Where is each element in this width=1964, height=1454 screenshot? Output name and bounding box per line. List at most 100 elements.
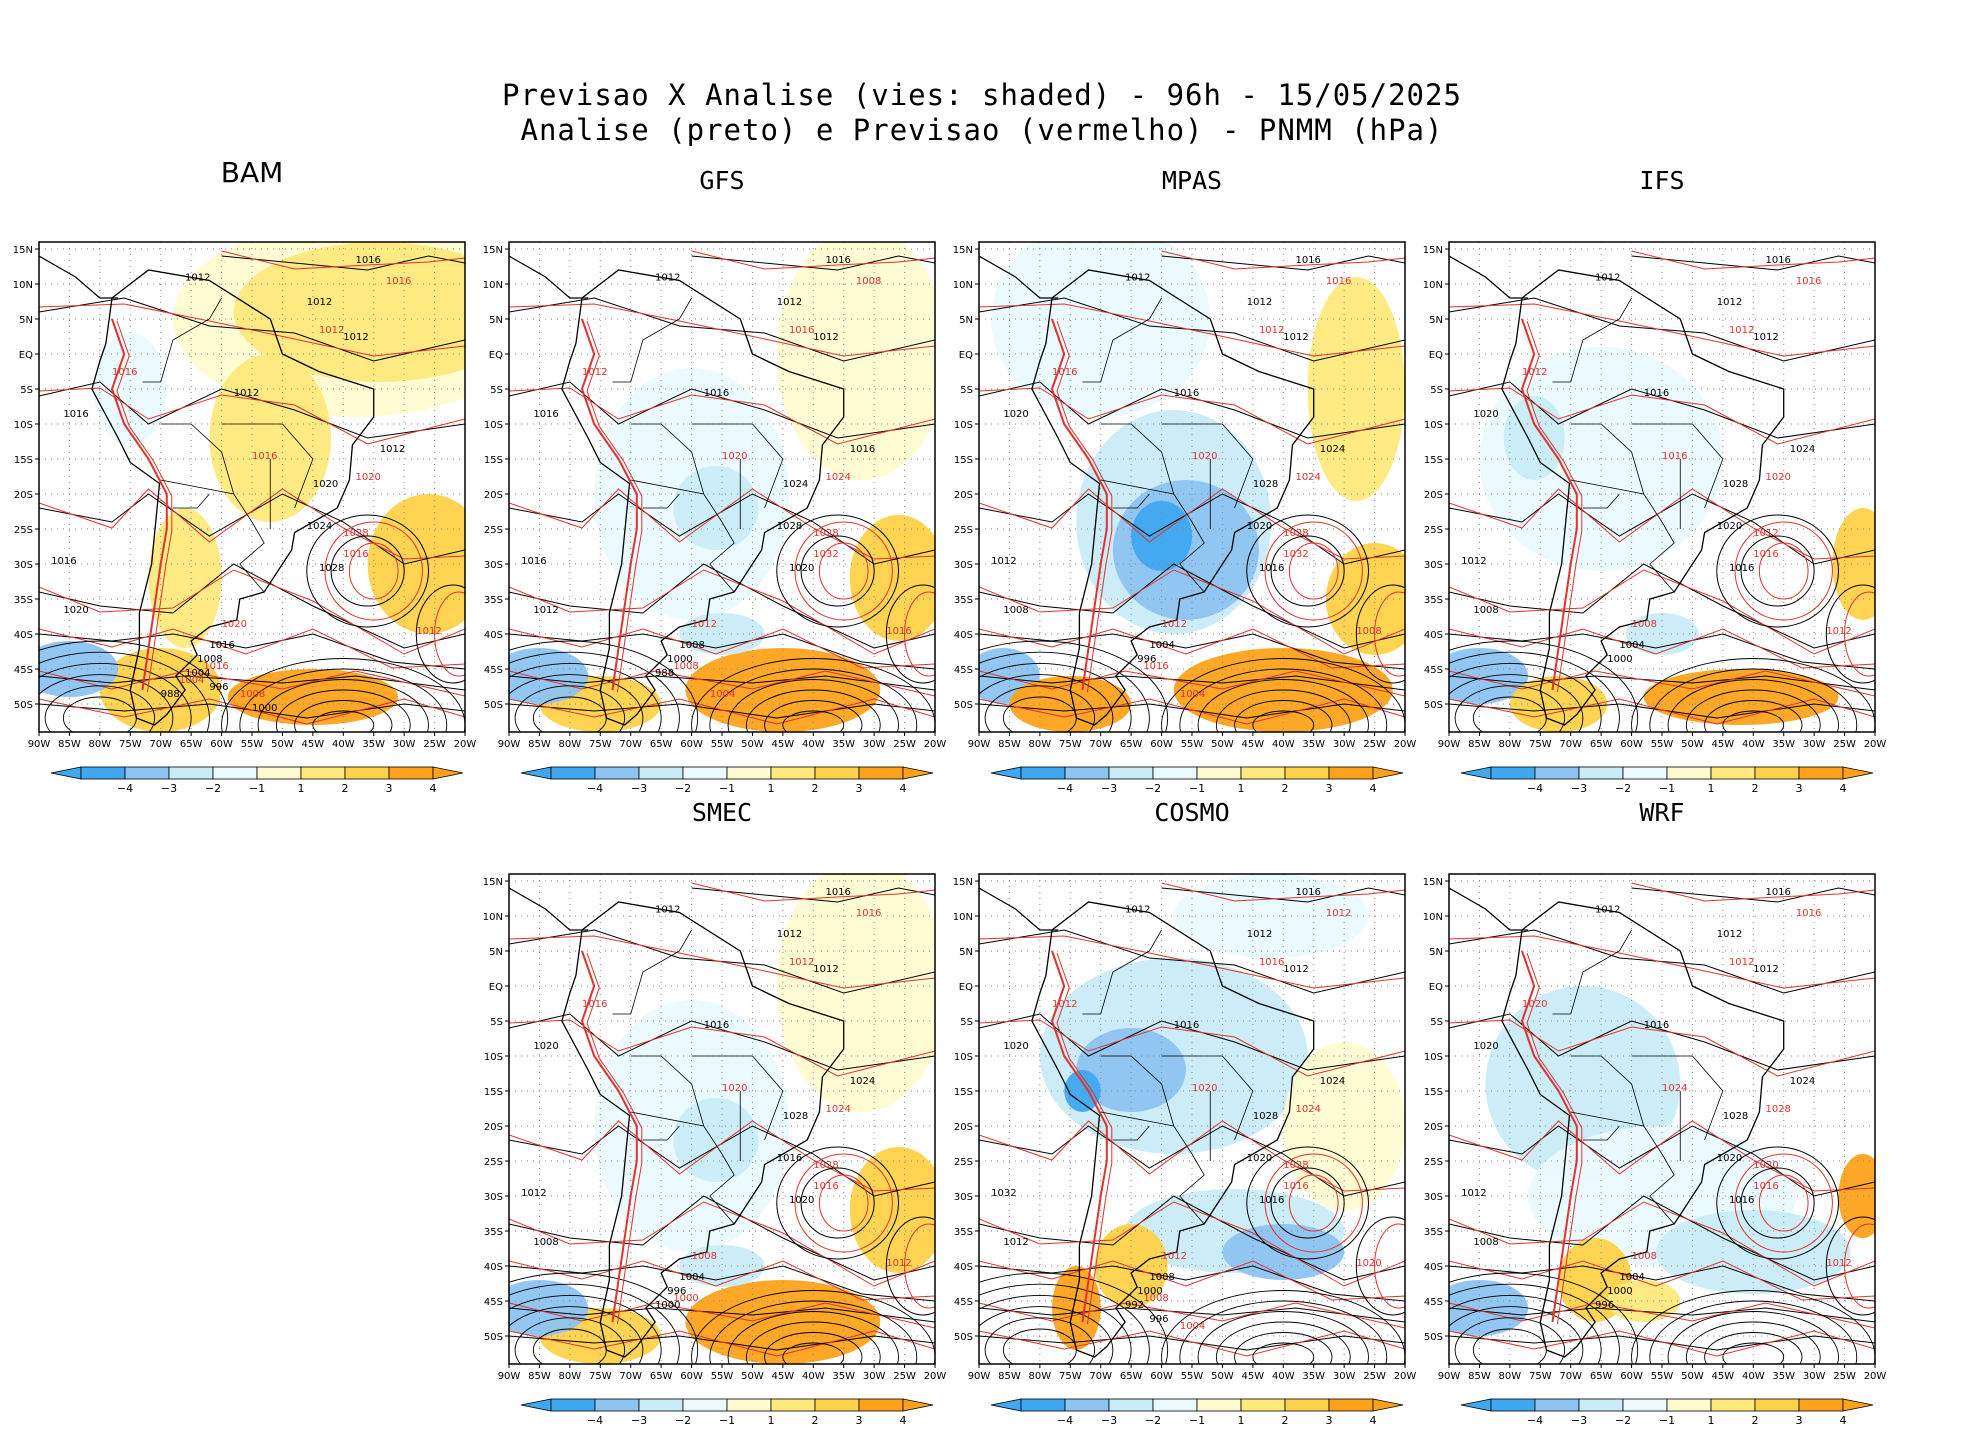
lat-tick-label: 10S bbox=[1424, 420, 1443, 431]
forecast-contour-label: 1024 bbox=[825, 472, 850, 483]
lon-tick-label: 90W bbox=[498, 1371, 521, 1382]
lat-tick-label: 15N bbox=[953, 877, 973, 888]
analysis-contour-label: 1012 bbox=[813, 964, 838, 975]
colorbar-label: 4 bbox=[1370, 782, 1377, 795]
analysis-contour-label: 1016 bbox=[704, 1020, 729, 1031]
forecast-isobar bbox=[39, 698, 465, 725]
lon-tick-label: 65W bbox=[650, 1371, 673, 1382]
analysis-contour-label: 1016 bbox=[521, 556, 546, 567]
analysis-contour-label: 1016 bbox=[1295, 887, 1320, 898]
lon-tick-label: 20W bbox=[924, 739, 947, 750]
analysis-contour-label: 1012 bbox=[1283, 332, 1308, 343]
analysis-isobar bbox=[691, 255, 935, 271]
forecast-isobar bbox=[1449, 1201, 1875, 1287]
lon-tick-label: 65W bbox=[1590, 739, 1613, 750]
analysis-contour-label: 1016 bbox=[1729, 1195, 1754, 1206]
lat-tick-label: 15S bbox=[484, 1087, 503, 1098]
forecast-isobar bbox=[39, 387, 465, 445]
forecast-contour-label: 1028 bbox=[1283, 528, 1308, 539]
analysis-contour-label: 1020 bbox=[1247, 521, 1272, 532]
lat-tick-label: 5S bbox=[20, 385, 33, 396]
colorbar-label: −2 bbox=[1615, 1414, 1631, 1427]
colorbar-label: −2 bbox=[675, 782, 691, 795]
forecast-contour-label: 1016 bbox=[1283, 1181, 1308, 1192]
forecast-contour-label: 1012 bbox=[1729, 957, 1754, 968]
analysis-isobar bbox=[979, 381, 1405, 439]
lon-tick-label: 20W bbox=[1864, 739, 1887, 750]
lon-tick-label: 80W bbox=[1029, 1371, 1052, 1382]
lat-tick-label: 15S bbox=[1424, 455, 1443, 466]
analysis-isobar bbox=[39, 563, 465, 649]
analysis-isobar bbox=[979, 563, 1405, 649]
analysis-contour-label: 1020 bbox=[1717, 1153, 1742, 1164]
lon-tick-label: 65W bbox=[1120, 1371, 1143, 1382]
forecast-isobar bbox=[1449, 387, 1875, 445]
forecast-isobar bbox=[1449, 1019, 1875, 1077]
forecast-contour-label: 1016 bbox=[343, 549, 368, 560]
lon-tick-label: 65W bbox=[1590, 1371, 1613, 1382]
colorbar-label: −3 bbox=[1571, 1414, 1587, 1427]
lat-tick-label: 30S bbox=[954, 1192, 973, 1203]
analysis-contour-label: 1028 bbox=[783, 1111, 808, 1122]
colorbar-label: −3 bbox=[631, 782, 647, 795]
forecast-contour-label: 1008 bbox=[1632, 619, 1657, 630]
coastline bbox=[561, 901, 845, 1358]
lat-tick-label: 10N bbox=[13, 280, 33, 291]
forecast-contour-label: 1016 bbox=[1662, 451, 1687, 462]
colorbar-label: 3 bbox=[1796, 782, 1803, 795]
analysis-contour-label: 1012 bbox=[777, 297, 802, 308]
lon-tick-label: 80W bbox=[1029, 739, 1052, 750]
analysis-isobar bbox=[509, 1195, 935, 1281]
colorbar-label: 1 bbox=[1238, 1414, 1245, 1427]
lat-tick-label: 10N bbox=[1423, 912, 1443, 923]
lon-tick-label: 90W bbox=[968, 739, 991, 750]
forecast-contour-label: 1004 bbox=[179, 675, 204, 686]
map-ifs: 1016101210121012101610201024102810201016… bbox=[1423, 241, 1887, 795]
lon-tick-label: 60W bbox=[1620, 1371, 1643, 1382]
analysis-isobar bbox=[979, 1195, 1405, 1281]
colorbar-label: 3 bbox=[386, 782, 393, 795]
forecast-isobar bbox=[691, 882, 935, 902]
lon-tick-label: 65W bbox=[180, 739, 203, 750]
lat-tick-label: 15S bbox=[954, 455, 973, 466]
lat-tick-label: 25S bbox=[484, 1157, 503, 1168]
lat-tick-label: EQ bbox=[959, 982, 973, 993]
lat-tick-label: 10N bbox=[953, 280, 973, 291]
lon-tick-label: 85W bbox=[528, 1371, 551, 1382]
lon-tick-label: 75W bbox=[589, 1371, 612, 1382]
colorbar-label: −4 bbox=[1057, 1414, 1073, 1427]
analysis-contour-label: 1016 bbox=[1765, 887, 1790, 898]
lat-tick-label: EQ bbox=[959, 350, 973, 361]
bias-area bbox=[148, 508, 222, 648]
forecast-contour-label: 1004 bbox=[710, 689, 735, 700]
lon-tick-label: 35W bbox=[1302, 739, 1325, 750]
colorbar-label: −1 bbox=[1189, 1414, 1205, 1427]
forecast-isobar bbox=[1449, 628, 1875, 669]
bias-area bbox=[233, 242, 465, 382]
forecast-contour-label: 1020 bbox=[1192, 451, 1217, 462]
lat-tick-label: 5S bbox=[490, 385, 503, 396]
forecast-isobar bbox=[509, 698, 935, 725]
lon-tick-label: 25W bbox=[893, 739, 916, 750]
colorbar-label: −4 bbox=[1527, 782, 1543, 795]
analysis-contour-label: 1020 bbox=[789, 1195, 814, 1206]
lat-tick-label: 50S bbox=[954, 700, 973, 711]
panel-title: MPAS bbox=[1161, 166, 1223, 195]
analysis-contour-label: 1032 bbox=[991, 1188, 1016, 1199]
analysis-contour-label: 1024 bbox=[1790, 1076, 1815, 1087]
lon-tick-label: 40W bbox=[1742, 739, 1765, 750]
lat-tick-label: 40S bbox=[1424, 1262, 1443, 1273]
forecast-isobar bbox=[1449, 1260, 1875, 1301]
lat-tick-label: 30S bbox=[14, 560, 33, 571]
lon-tick-label: 55W bbox=[241, 739, 264, 750]
forecast-isobar bbox=[509, 387, 935, 445]
forecast-contour-label: 1024 bbox=[1295, 472, 1320, 483]
lon-tick-label: 45W bbox=[302, 739, 325, 750]
colorbar-label: 1 bbox=[298, 782, 305, 795]
analysis-contour-label: 1012 bbox=[1461, 1188, 1486, 1199]
forecast-isobar bbox=[979, 1201, 1405, 1287]
bias-area bbox=[1307, 277, 1405, 501]
lon-tick-label: 20W bbox=[924, 1371, 947, 1382]
analysis-contour-label: 1016 bbox=[704, 388, 729, 399]
colorbar-label: −4 bbox=[1057, 782, 1073, 795]
